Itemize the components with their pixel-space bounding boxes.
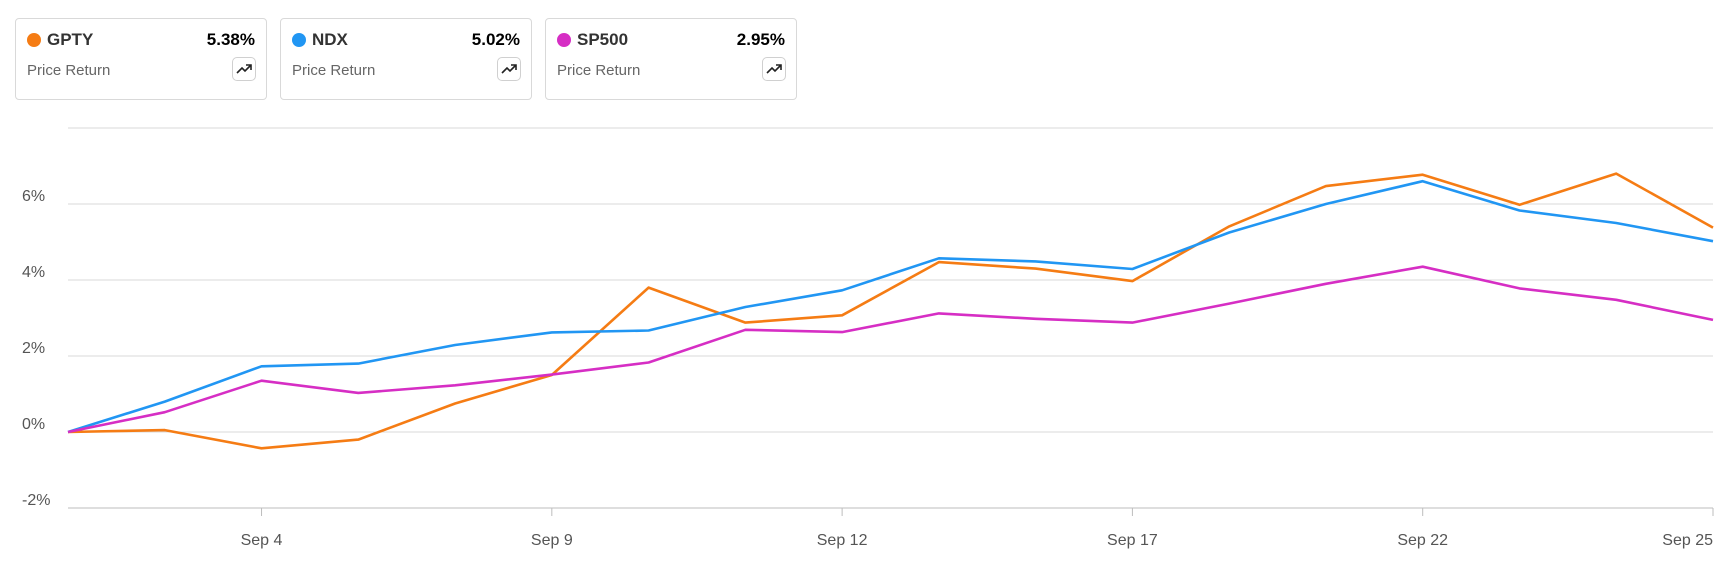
ticker-label: NDX (312, 30, 348, 49)
legend-cards: GPTY 5.38% Price Return NDX 5.02% Price … (15, 18, 797, 100)
series-line-ndx (67, 179, 1714, 434)
return-type-label: Price Return (557, 62, 641, 79)
x-tick-label: Sep 25 (1662, 532, 1713, 549)
series-dot (27, 33, 41, 47)
y-tick-label: 6% (22, 188, 45, 205)
card-sp500[interactable]: SP500 2.95% Price Return (545, 18, 797, 100)
y-tick-label: 2% (22, 340, 45, 357)
return-value: 5.38% (206, 30, 255, 49)
x-tick-label: Sep 12 (817, 532, 868, 549)
trending-up-icon[interactable] (762, 57, 786, 81)
y-tick-label: 0% (22, 416, 45, 433)
return-value: 5.02% (471, 30, 520, 49)
ticker-label: SP500 (577, 30, 629, 49)
x-tick-label: Sep 9 (531, 532, 573, 549)
series-dot (292, 33, 306, 47)
trending-up-icon[interactable] (497, 57, 521, 81)
x-tick-label: Sep 4 (241, 532, 283, 549)
x-tick-label: Sep 22 (1397, 532, 1448, 549)
series-line-gpty (67, 172, 1714, 450)
return-type-label: Price Return (27, 62, 111, 79)
card-ndx[interactable]: NDX 5.02% Price Return (280, 18, 532, 100)
y-tick-label: 4% (22, 264, 45, 281)
ticker-label: GPTY (47, 30, 94, 49)
series-line-sp500 (67, 265, 1714, 434)
x-tick-label: Sep 17 (1107, 532, 1158, 549)
return-type-label: Price Return (292, 62, 376, 79)
series-dot (557, 33, 571, 47)
trending-up-icon[interactable] (232, 57, 256, 81)
y-tick-label: -2% (22, 492, 50, 509)
card-gpty[interactable]: GPTY 5.38% Price Return (15, 18, 267, 100)
return-value: 2.95% (736, 30, 785, 49)
